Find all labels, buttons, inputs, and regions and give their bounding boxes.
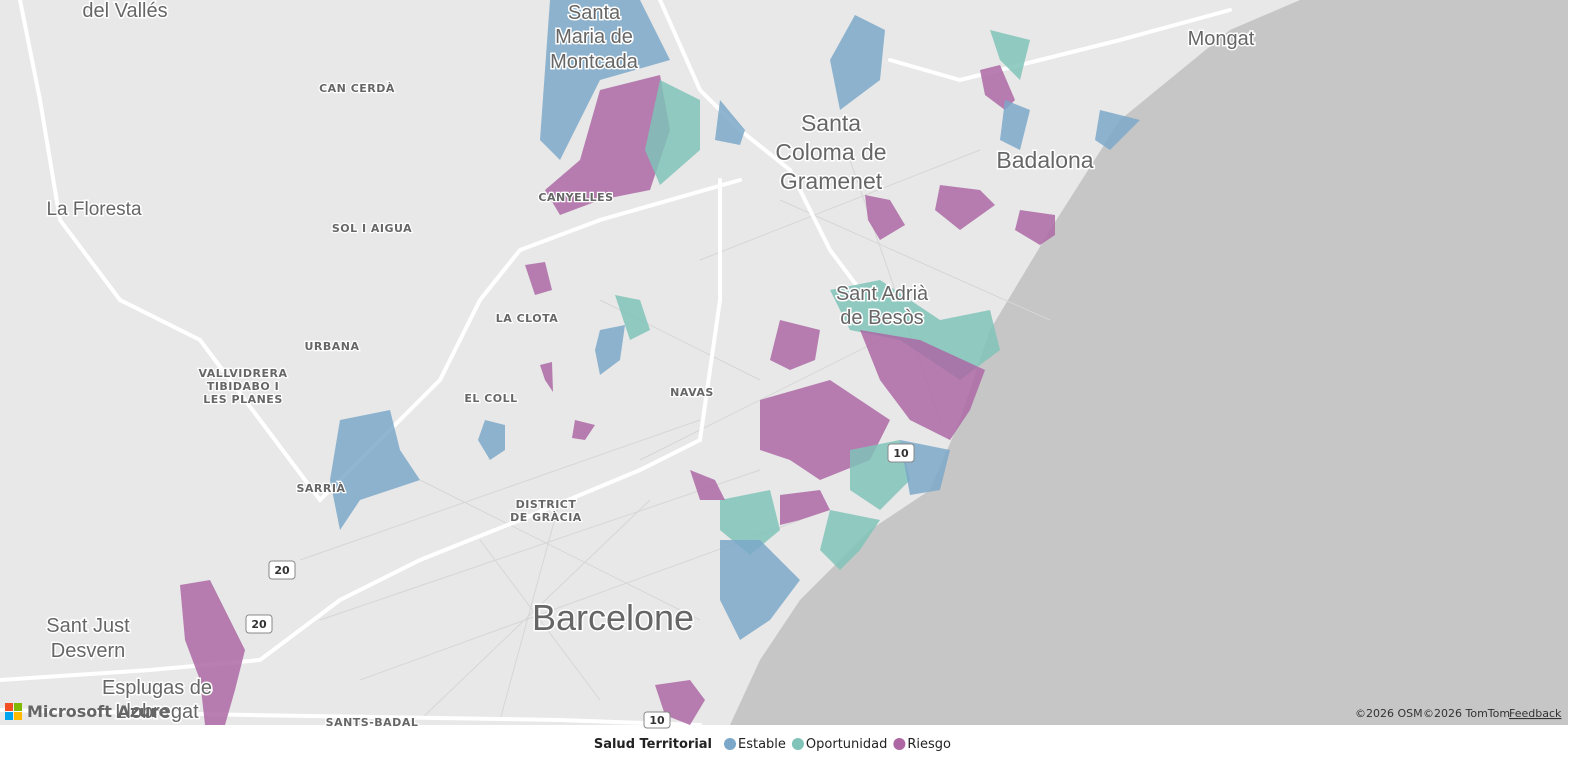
place-label: Mongat xyxy=(1188,28,1255,50)
zone xyxy=(1095,110,1140,150)
zone xyxy=(830,280,1000,380)
place-label: Santa Maria de Montcada xyxy=(550,2,639,73)
zone xyxy=(935,185,995,230)
place-label: URBANA xyxy=(304,340,359,353)
zone xyxy=(820,510,880,570)
place-label: SANTS-BADAL xyxy=(326,716,419,729)
zone xyxy=(1000,100,1030,150)
zone xyxy=(478,420,505,460)
legend-title: Salud Territorial xyxy=(594,737,712,752)
road-shield: 10 xyxy=(887,443,915,463)
zones xyxy=(180,0,1140,725)
zone xyxy=(645,80,700,185)
place-label: Esplugas de Llobregat xyxy=(102,677,212,723)
zone xyxy=(715,100,745,145)
zone xyxy=(330,410,420,530)
place-label: La Floresta xyxy=(46,199,141,220)
place-label: DISTRICT DE GRÀCIA xyxy=(510,498,582,524)
legend-label: Estable xyxy=(738,737,786,752)
road-shield: 20 xyxy=(268,560,296,580)
legend-swatch xyxy=(791,738,804,750)
road-shield: 20 xyxy=(245,614,273,634)
zone xyxy=(720,490,780,555)
place-label: CAN CERDÀ xyxy=(319,82,395,95)
attribution: ©2026 OSM xyxy=(1355,707,1423,720)
zone xyxy=(865,195,905,240)
roads xyxy=(0,0,1232,682)
place-label: CANYELLES xyxy=(538,191,613,204)
zone xyxy=(860,330,985,440)
zone xyxy=(980,65,1015,110)
legend-swatch xyxy=(724,738,736,750)
sea xyxy=(730,0,1568,725)
svg-text:20: 20 xyxy=(274,564,290,577)
brand: Microsoft Azure xyxy=(27,702,169,721)
zone xyxy=(572,420,595,440)
zone xyxy=(770,320,820,370)
zone xyxy=(720,540,800,640)
place-label: SOL I AIGUA xyxy=(332,222,412,235)
place-label: EL COLL xyxy=(464,392,517,405)
place-label: Sant Adrià de Besòs xyxy=(836,283,929,329)
zone xyxy=(615,295,650,340)
zone xyxy=(545,75,670,215)
zone xyxy=(830,15,885,110)
zone xyxy=(595,325,625,375)
zone xyxy=(990,30,1030,80)
road-shields: 20 20 10 10 xyxy=(245,443,915,729)
svg-text:10: 10 xyxy=(893,447,909,460)
place-label: Barcelone xyxy=(532,597,694,638)
zone xyxy=(540,0,670,160)
legend-label: Riesgo xyxy=(907,737,951,752)
place-label: VALLVIDRERA TIBIDABO I LES PLANES xyxy=(199,367,288,406)
attribution: ©2026 TomTom xyxy=(1423,707,1510,720)
zone xyxy=(780,490,830,525)
feedback-link[interactable]: Feedback xyxy=(1509,707,1562,720)
place-label: NAVAS xyxy=(670,386,714,399)
zone xyxy=(1015,210,1055,245)
place-label: Badalona xyxy=(996,147,1093,173)
place-label: del Vallés xyxy=(82,0,167,22)
legend-swatch xyxy=(893,738,906,750)
place-label: LA CLOTA xyxy=(496,312,559,325)
legend-label: Oportunidad xyxy=(806,737,887,752)
svg-text:10: 10 xyxy=(649,714,665,727)
zone xyxy=(690,470,725,500)
zone xyxy=(540,362,553,392)
zone xyxy=(525,262,552,295)
svg-text:20: 20 xyxy=(251,618,267,631)
zone xyxy=(180,580,245,725)
brand-logo: Microsoft Azure xyxy=(5,702,169,721)
place-labels: del Vallés Santa Maria de Montcada CAN CER… xyxy=(45,0,1256,730)
place-label: Sant Just Desvern xyxy=(46,615,130,662)
place-label: SARRIÀ xyxy=(297,482,346,495)
road-shield: 10 xyxy=(643,711,671,729)
place-label: Santa Coloma de Gramenet xyxy=(775,110,886,194)
legend: Salud Territorial Estable Oportunidad Ries… xyxy=(594,737,951,752)
